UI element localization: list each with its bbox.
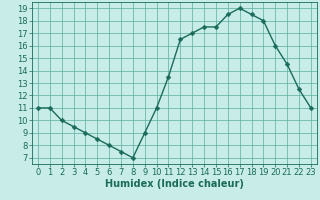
X-axis label: Humidex (Indice chaleur): Humidex (Indice chaleur) xyxy=(105,179,244,189)
